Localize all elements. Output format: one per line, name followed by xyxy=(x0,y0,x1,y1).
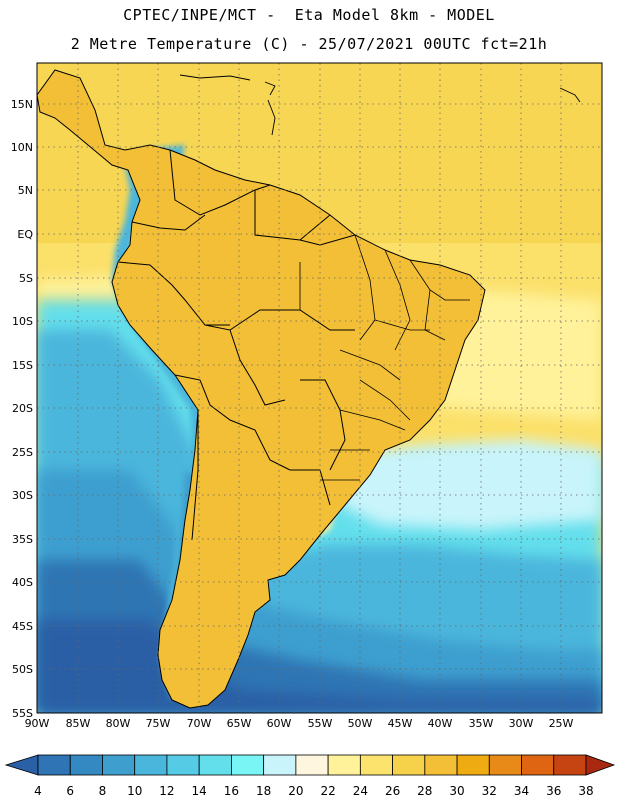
colorbar-level-label: 20 xyxy=(288,784,303,798)
lon-tick-label: 85W xyxy=(66,717,91,730)
colorbar-swatch xyxy=(231,754,265,776)
lat-tick-label: 5S xyxy=(19,272,33,285)
lon-tick-label: 60W xyxy=(267,717,292,730)
lon-tick-label: 30W xyxy=(509,717,534,730)
grid-lines xyxy=(37,63,602,713)
colorbar-level-label: 32 xyxy=(482,784,497,798)
colorbar-level-label: 6 xyxy=(66,784,74,798)
lon-tick-label: 90W xyxy=(25,717,50,730)
ocean-south-atlantic-mild xyxy=(330,440,602,530)
colorbar-level-label: 22 xyxy=(320,784,335,798)
latitude-axis: 15N 10N 5N EQ 5S 10S 15S 20S 25S 30S 35S… xyxy=(11,98,34,720)
colorbar-swatch xyxy=(198,754,232,776)
lon-tick-label: 70W xyxy=(187,717,212,730)
colorbar-level-label: 18 xyxy=(256,784,271,798)
colorbar-swatch xyxy=(424,754,458,776)
lat-tick-label: 10S xyxy=(12,315,33,328)
colorbar-level-label: 24 xyxy=(353,784,368,798)
country-borders xyxy=(37,69,486,709)
colorbar-min-arrow xyxy=(4,754,39,776)
caribbean-coastlines xyxy=(179,74,581,136)
colorbar-swatch xyxy=(37,754,71,776)
lat-tick-label: 35S xyxy=(12,533,33,546)
lat-tick-label: EQ xyxy=(17,228,33,241)
colorbar-level-label: 8 xyxy=(99,784,107,798)
map-title-line-2: 2 Metre Temperature (C) - 25/07/2021 00U… xyxy=(70,35,548,53)
lon-tick-label: 45W xyxy=(388,717,413,730)
colorbar-swatch xyxy=(134,754,168,776)
lon-tick-label: 35W xyxy=(469,717,494,730)
colorbar-swatch xyxy=(521,754,555,776)
lat-tick-label: 5N xyxy=(18,184,33,197)
colorbar-level-label: 16 xyxy=(224,784,239,798)
state-borders xyxy=(299,234,470,481)
lat-tick-label: 30S xyxy=(12,489,33,502)
map-frame xyxy=(36,62,603,714)
longitude-axis: 90W 85W 80W 75W 70W 65W 60W 55W 50W 45W … xyxy=(25,717,574,730)
lon-tick-label: 55W xyxy=(308,717,333,730)
colorbar-swatch xyxy=(327,754,361,776)
colorbar-level-label: 26 xyxy=(385,784,400,798)
colorbar-swatch xyxy=(263,754,297,776)
lon-tick-label: 65W xyxy=(227,717,252,730)
colorbar-swatch xyxy=(359,754,393,776)
colorbar-swatch xyxy=(295,754,329,776)
colorbar-swatch xyxy=(102,754,136,776)
colorbar-level-label: 34 xyxy=(514,784,529,798)
lon-tick-label: 40W xyxy=(428,717,453,730)
colorbar-swatch xyxy=(553,754,587,776)
lon-tick-label: 75W xyxy=(146,717,171,730)
lat-tick-label: 45S xyxy=(12,620,33,633)
map-field xyxy=(37,63,602,713)
map-title-line-1: CPTEC/INPE/MCT - Eta Model 8km - MODEL xyxy=(123,6,495,24)
lat-tick-label: 10N xyxy=(11,141,33,154)
colorbar-swatch xyxy=(69,754,103,776)
lat-tick-label: 25S xyxy=(12,446,33,459)
temperature-colorbar: 4 6 8 10 12 14 16 18 20 22 24 26 28 30 32 34 36 38 xyxy=(4,754,616,798)
colorbar-level-label: 14 xyxy=(192,784,207,798)
lat-tick-label: 40S xyxy=(12,576,33,589)
colorbar-swatch xyxy=(166,754,200,776)
lon-tick-label: 25W xyxy=(549,717,574,730)
colorbar-level-label: 30 xyxy=(449,784,464,798)
colorbar-swatch xyxy=(488,754,522,776)
colorbar-level-label: 12 xyxy=(159,784,174,798)
colorbar-level-label: 38 xyxy=(578,784,593,798)
lon-tick-label: 80W xyxy=(106,717,131,730)
colorbar-swatch xyxy=(392,754,426,776)
colorbar-level-label: 10 xyxy=(127,784,142,798)
colorbar-max-arrow xyxy=(585,754,616,776)
colorbar-level-label: 28 xyxy=(417,784,432,798)
lat-tick-label: 50S xyxy=(12,663,33,676)
colorbar-level-label: 36 xyxy=(546,784,561,798)
lat-tick-label: 55S xyxy=(12,707,33,720)
lon-tick-label: 50W xyxy=(348,717,373,730)
colorbar-level-label: 4 xyxy=(34,784,42,798)
lat-tick-label: 20S xyxy=(12,402,33,415)
lat-tick-label: 15S xyxy=(12,359,33,372)
colorbar-swatch xyxy=(456,754,490,776)
lat-tick-label: 15N xyxy=(11,98,33,111)
